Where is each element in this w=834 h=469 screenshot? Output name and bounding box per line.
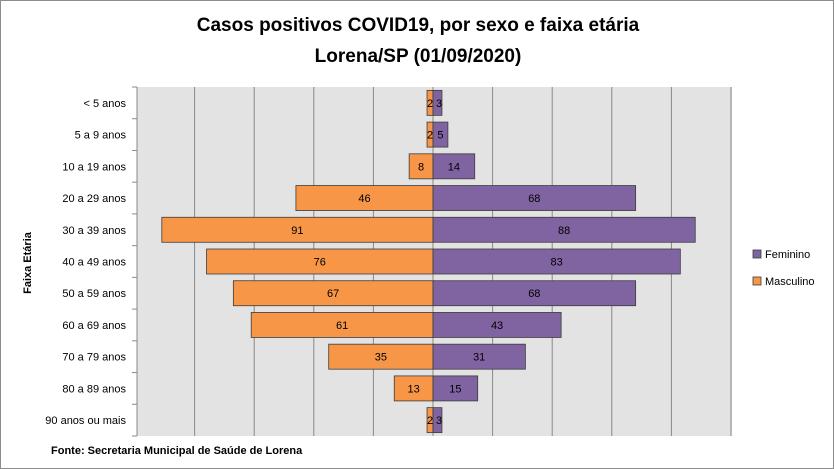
bar-feminino [432,89,443,116]
data-label-masculino: 46 [358,193,370,205]
chart-subtitle: Lorena/SP (01/09/2020) [314,46,522,67]
category-label: 30 a 39 anos [62,225,126,237]
data-label-feminino: 15 [449,383,461,395]
bar-feminino [432,312,562,338]
data-label-masculino: 13 [408,383,420,395]
category-label: 50 a 59 anos [62,288,126,300]
category-label: 60 a 69 anos [62,320,126,332]
data-label-feminino: 3 [436,98,442,110]
data-label-masculino: 2 [427,98,433,110]
bar-feminino [432,280,637,307]
category-label: 70 a 79 anos [62,352,126,364]
data-label-feminino: 68 [528,193,540,205]
bar-masculino [328,343,434,370]
bar-feminino [432,185,637,211]
data-label-masculino: 35 [375,352,387,364]
legend-label: Feminino [765,249,810,261]
data-label-feminino: 14 [448,161,460,173]
category-label: 80 a 89 anos [62,383,126,395]
data-label-feminino: 43 [491,320,503,332]
bar-feminino [432,375,479,402]
bar-feminino [432,153,476,180]
legend: Feminino Masculino [752,249,815,288]
data-label-masculino: 8 [418,161,424,173]
data-label-masculino: 76 [314,257,326,269]
category-label: 40 a 49 anos [62,257,126,269]
bar-masculino [393,375,434,402]
source-note: Fonte: Secretaria Municipal de Saúde de … [51,445,303,457]
legend-label: Masculino [765,276,815,288]
y-axis-title: Faixa Etária [22,231,34,294]
bar-feminino [432,216,696,243]
data-label-feminino: 3 [436,415,442,427]
bar-masculino [232,280,434,307]
category-label: 20 a 29 anos [62,193,126,205]
bar-masculino [206,248,434,275]
bar-feminino [432,248,681,275]
category-label: 10 a 19 anos [62,161,126,173]
data-label-feminino: 68 [528,288,540,300]
bar-feminino [432,121,449,148]
data-label-masculino: 67 [327,288,339,300]
data-label-masculino: 2 [427,415,433,427]
bar-feminino [432,407,443,434]
data-label-masculino: 91 [291,225,303,237]
category-label: 5 a 9 anos [75,130,127,142]
data-label-masculino: 2 [427,130,433,142]
data-label-feminino: 31 [473,352,485,364]
data-label-feminino: 5 [437,130,443,142]
legend-swatch [752,249,762,259]
category-label: 90 anos ou mais [45,415,126,427]
legend-swatch [752,276,762,286]
bar-feminino [432,343,526,370]
category-label: < 5 anos [83,98,126,110]
category-labels: < 5 anos 5 a 9 anos 10 a 19 anos 20 a 29 an… [45,98,126,427]
data-label-feminino: 88 [558,225,570,237]
bar-masculino [295,185,434,211]
data-label-masculino: 61 [336,320,348,332]
bar-masculino [161,216,434,243]
chart-title: Casos positivos COVID19, por sexo e faix… [196,15,640,36]
data-label-feminino: 83 [551,257,563,269]
